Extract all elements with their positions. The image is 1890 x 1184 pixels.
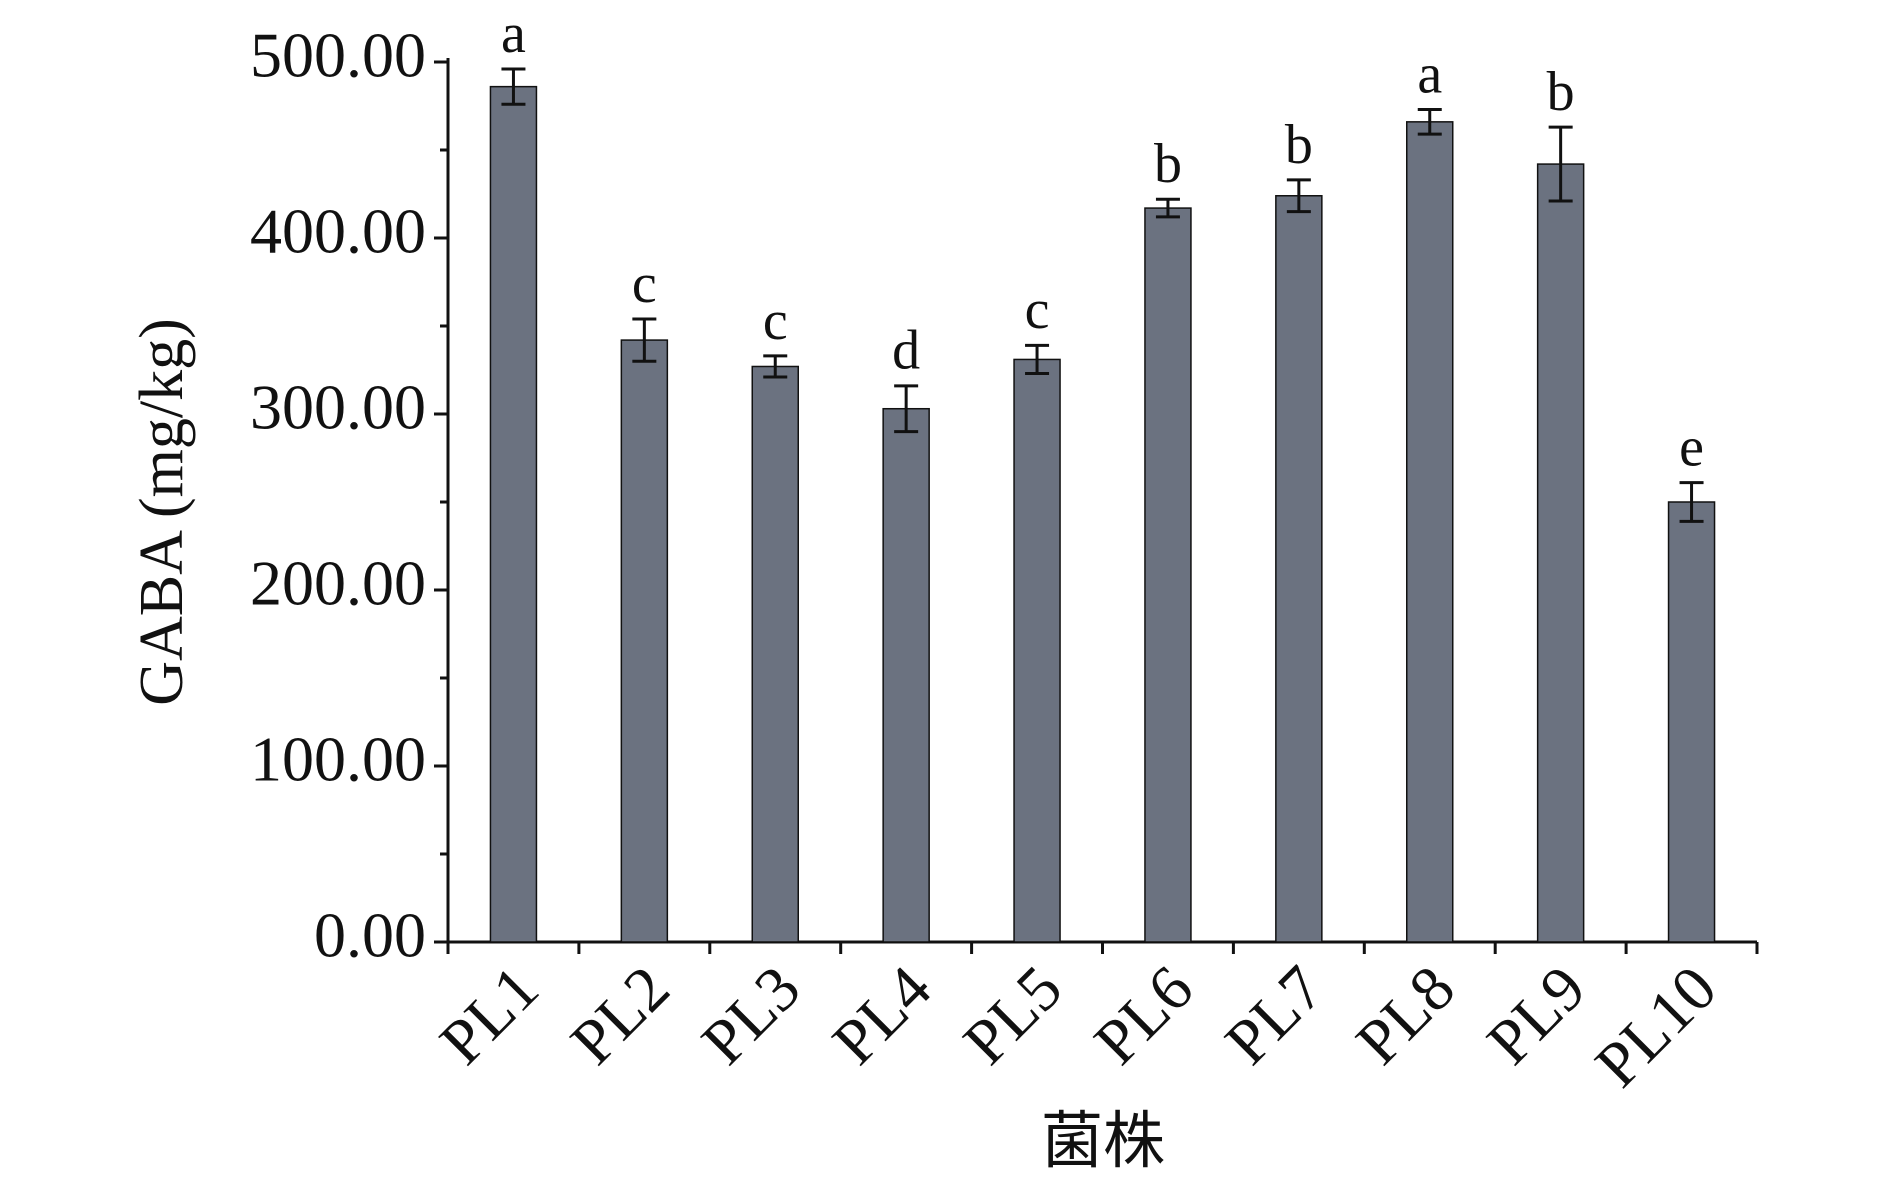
x-tick-label: PL9 xyxy=(1473,952,1599,1078)
x-tick-label: PL2 xyxy=(557,952,683,1078)
x-tick-label: PL8 xyxy=(1342,952,1468,1078)
significance-letter: b xyxy=(1285,114,1313,176)
significance-letter: d xyxy=(892,320,920,382)
significance-letter: b xyxy=(1547,61,1575,123)
bar xyxy=(1406,121,1454,943)
x-axis-title: 菌株 xyxy=(1041,1108,1165,1176)
significance-letter: c xyxy=(632,253,657,315)
bar xyxy=(751,365,799,943)
significance-letter: c xyxy=(1025,279,1050,341)
significance-letter: a xyxy=(501,3,526,65)
y-tick-label: 500.00 xyxy=(250,20,426,91)
bar xyxy=(1144,207,1192,943)
bar xyxy=(1275,195,1323,943)
significance-letter: a xyxy=(1417,43,1442,105)
significance-letter: b xyxy=(1154,133,1182,195)
bar xyxy=(1536,163,1585,943)
bar xyxy=(620,339,669,943)
x-tick-label: PL3 xyxy=(688,952,814,1078)
y-axis-title: GABA (mg/kg) xyxy=(128,318,196,706)
y-tick-label: 400.00 xyxy=(250,196,426,267)
y-tick-label: 200.00 xyxy=(250,548,426,619)
x-tick-label: PL6 xyxy=(1081,952,1207,1078)
x-tick-label: PL4 xyxy=(819,952,945,1078)
y-tick-label: 100.00 xyxy=(250,724,426,795)
bar xyxy=(1013,358,1061,943)
x-tick-label: PL10 xyxy=(1582,952,1730,1100)
x-tick-label: PL1 xyxy=(426,952,552,1078)
x-tick-label: PL5 xyxy=(950,952,1076,1078)
significance-letter: e xyxy=(1679,416,1704,478)
significance-letter: c xyxy=(763,290,788,352)
y-tick-label: 0.00 xyxy=(314,900,426,971)
bar xyxy=(489,85,538,943)
x-tick-label: PL7 xyxy=(1211,952,1337,1078)
bar xyxy=(882,407,930,943)
bar xyxy=(1667,501,1716,943)
y-tick-label: 300.00 xyxy=(250,372,426,443)
